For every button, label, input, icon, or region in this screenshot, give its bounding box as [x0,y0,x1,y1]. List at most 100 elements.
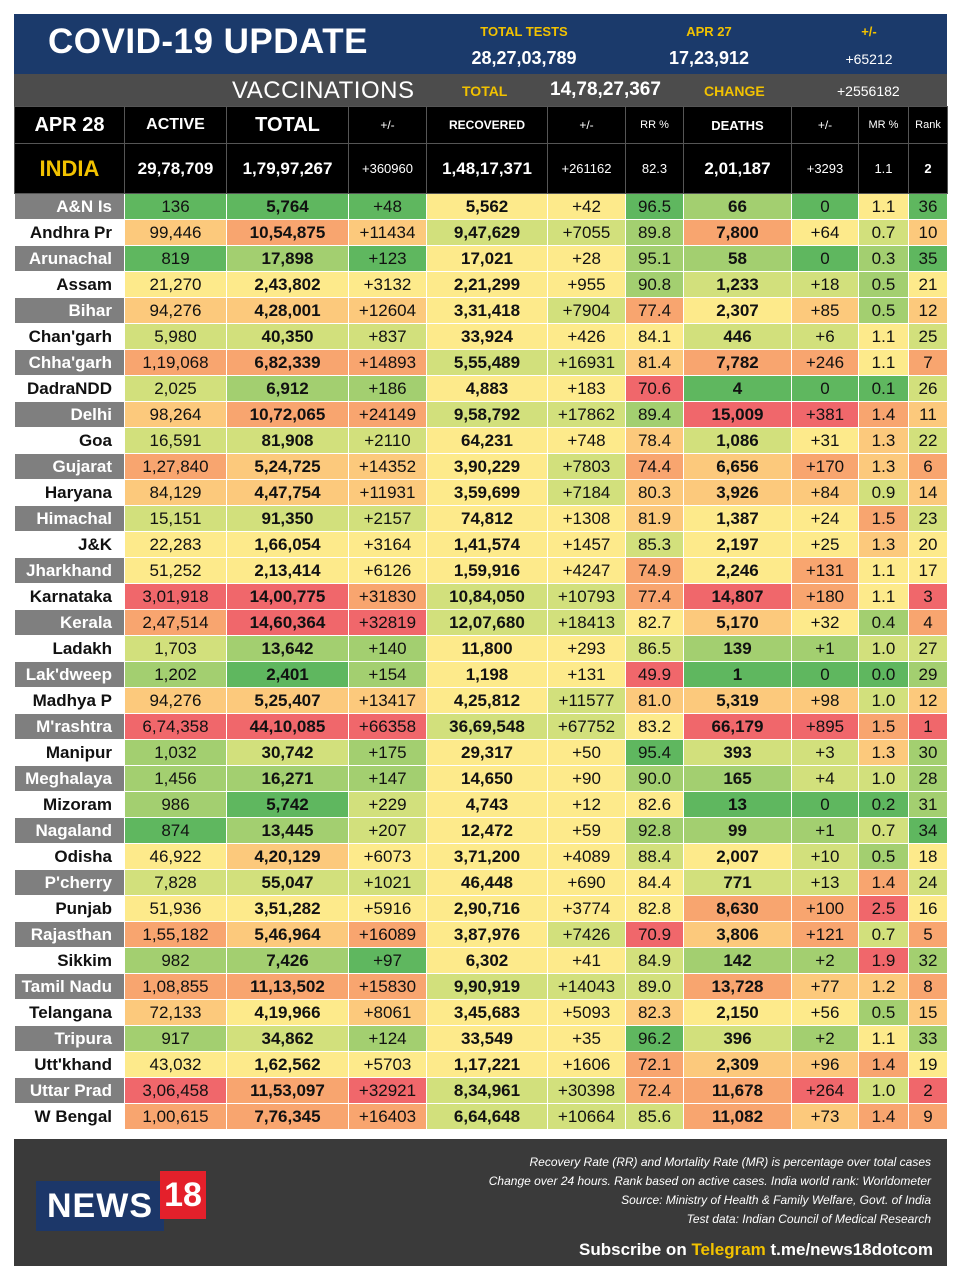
state-recovered-change: +50 [547,739,626,766]
state-deaths-change: +2 [791,1025,859,1052]
state-total: 4,19,966 [226,999,349,1026]
vaccinations-bar: VACCINATIONS TOTAL 14,78,27,367 CHANGE +… [14,74,947,106]
state-active: 3,06,458 [124,1077,227,1104]
state-recovered-change: +67752 [547,713,626,740]
state-deaths-change: 0 [791,791,859,818]
state-mr: 0.5 [858,999,909,1026]
state-deaths: 446 [683,323,792,350]
telegram-link[interactable]: t.me/news18dotcom [770,1240,934,1259]
state-deaths-change: +84 [791,479,859,506]
state-rr: 72.4 [625,1077,684,1104]
state-rr: 81.9 [625,505,684,532]
state-total-change: +31830 [348,583,427,610]
state-mr: 0.3 [858,245,909,272]
state-deaths: 13 [683,791,792,818]
state-deaths-change: +18 [791,271,859,298]
state-mr: 1.1 [858,349,909,376]
state-mr: 1.2 [858,973,909,1000]
state-rank: 5 [908,921,948,948]
state-recovered: 64,231 [426,427,548,454]
state-rank: 14 [908,479,948,506]
state-total: 2,401 [226,661,349,688]
state-recovered: 17,021 [426,245,548,272]
state-total-change: +48 [348,193,427,220]
state-total-change: +6073 [348,843,427,870]
state-rank: 26 [908,375,948,402]
state-deaths-change: +381 [791,401,859,428]
state-total-change: +12604 [348,297,427,324]
state-total: 10,54,875 [226,219,349,246]
state-recovered: 3,90,229 [426,453,548,480]
state-mr: 0.7 [858,921,909,948]
state-rank: 1 [908,713,948,740]
state-row: Arunachal 819 17,898 +123 17,021 +28 95.1 58 0 0.… [14,245,948,272]
state-deaths: 3,806 [683,921,792,948]
state-deaths-change: +64 [791,219,859,246]
state-name: Meghalaya [14,765,125,792]
india-mr: 1.1 [858,143,909,194]
state-deaths-change: +73 [791,1103,859,1130]
state-active: 7,828 [124,869,227,896]
state-rank: 23 [908,505,948,532]
state-rank: 32 [908,947,948,974]
state-recovered: 3,87,976 [426,921,548,948]
state-total: 13,642 [226,635,349,662]
state-total-change: +97 [348,947,427,974]
state-rr: 80.3 [625,479,684,506]
state-rr: 90.0 [625,765,684,792]
state-mr: 1.3 [858,453,909,480]
state-total: 4,28,001 [226,297,349,324]
state-row: Jharkhand 51,252 2,13,414 +6126 1,59,916 +424… [14,557,948,584]
state-active: 99,446 [124,219,227,246]
state-total-change: +140 [348,635,427,662]
state-recovered-change: +690 [547,869,626,896]
state-recovered: 36,69,548 [426,713,548,740]
state-deaths: 165 [683,765,792,792]
state-rank: 29 [908,661,948,688]
state-deaths-change: 0 [791,661,859,688]
state-row: Chha'garh 1,19,068 6,82,339 +14893 5,55,489 +… [14,349,948,376]
state-name: Utt'khand [14,1051,125,1078]
india-recovered-change: +261162 [547,143,626,194]
state-active: 819 [124,245,227,272]
state-row: Kerala 2,47,514 14,60,364 +32819 12,07,680 +1… [14,609,948,636]
telegram-label: Telegram [691,1240,766,1259]
india-active: 29,78,709 [124,143,227,194]
state-deaths: 2,307 [683,297,792,324]
state-recovered-change: +59 [547,817,626,844]
state-deaths-change: +131 [791,557,859,584]
state-total-change: +147 [348,765,427,792]
state-active: 2,025 [124,375,227,402]
state-deaths: 1,086 [683,427,792,454]
state-rr: 96.5 [625,193,684,220]
state-mr: 1.1 [858,557,909,584]
state-recovered: 3,31,418 [426,297,548,324]
state-total-change: +15830 [348,973,427,1000]
state-active: 84,129 [124,479,227,506]
state-active: 3,01,918 [124,583,227,610]
state-active: 917 [124,1025,227,1052]
state-deaths: 771 [683,869,792,896]
vaccinations-change-label: CHANGE [704,83,765,99]
state-rr: 85.6 [625,1103,684,1130]
state-active: 98,264 [124,401,227,428]
state-deaths-change: +180 [791,583,859,610]
state-name: Gujarat [14,453,125,480]
state-deaths-change: +32 [791,609,859,636]
state-deaths-change: 0 [791,375,859,402]
state-recovered: 9,58,792 [426,401,548,428]
footnote-line: Source: Ministry of Health & Family Welf… [621,1193,931,1207]
state-row: Rajasthan 1,55,182 5,46,964 +16089 3,87,976 +… [14,921,948,948]
state-rr: 95.1 [625,245,684,272]
vaccinations-change-value: +2556182 [837,83,900,99]
state-recovered: 9,90,919 [426,973,548,1000]
state-row: Ladakh 1,703 13,642 +140 11,800 +293 86.5 139 +1… [14,635,948,662]
state-name: Karnataka [14,583,125,610]
india-rr: 82.3 [625,143,684,194]
state-deaths: 13,728 [683,973,792,1000]
state-recovered: 10,84,050 [426,583,548,610]
state-recovered-change: +11577 [547,687,626,714]
state-rank: 4 [908,609,948,636]
state-mr: 1.1 [858,193,909,220]
state-recovered: 14,650 [426,765,548,792]
